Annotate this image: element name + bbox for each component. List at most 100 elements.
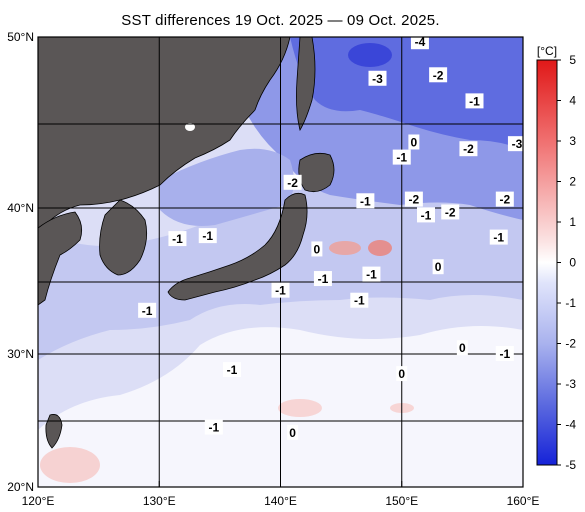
contour-label: 0 xyxy=(289,426,296,440)
contour-label: -1 xyxy=(360,194,371,208)
contour-label-bg xyxy=(465,93,484,109)
cold-eddy-1 xyxy=(329,241,361,255)
contour-label-bg xyxy=(495,346,514,361)
land-korea xyxy=(99,199,148,276)
colorbar-tick-label: -2 xyxy=(565,337,576,351)
contour-label: -1 xyxy=(275,284,286,298)
contour-label-bg xyxy=(138,302,157,318)
contour-label-bg xyxy=(410,34,429,50)
lat-tick-20: 20°N xyxy=(7,480,34,494)
contour-label: -1 xyxy=(499,347,510,361)
colorbar-tick-label: 1 xyxy=(569,215,576,229)
contour-labels: -4-3 -2-10-1-2 -3-2-1 -2 -2-1 -2-1-1 -100-1 -1-… xyxy=(138,34,526,440)
warm-patch-1 xyxy=(278,399,322,417)
contour-label: -1 xyxy=(493,231,504,245)
colorbar-tick-label: -3 xyxy=(565,377,576,391)
contour-label-bg xyxy=(459,141,478,157)
frame-ticks xyxy=(38,36,403,488)
ice-patch xyxy=(185,123,195,131)
contour-label: -1 xyxy=(142,304,153,318)
contour-label: -2 xyxy=(463,142,474,156)
contour-label-bg xyxy=(271,282,290,298)
contour-label: -1 xyxy=(172,232,183,246)
lon-tick-150: 150°E xyxy=(385,494,418,508)
contour-label-bg xyxy=(223,362,241,378)
land-asia xyxy=(38,37,291,229)
colorbar-tick-label: -5 xyxy=(565,458,576,472)
contour-label-bg xyxy=(356,193,375,209)
contour-label-bg xyxy=(429,67,448,83)
contour-label: -1 xyxy=(227,363,238,377)
contour-label: 0 xyxy=(398,367,405,381)
contour-label-bg xyxy=(287,424,299,440)
colorbar-tick-label: 5 xyxy=(569,53,576,67)
contour-label-bg xyxy=(417,207,435,223)
contour-label-bg xyxy=(350,292,369,308)
contour-label: -2 xyxy=(409,193,420,207)
contour-label: -3 xyxy=(372,72,383,86)
contour-label-bg xyxy=(489,229,508,245)
colorbar-ticks: 5 4 3 2 1 0 -1 -2 -3 -4 -5 xyxy=(557,53,576,472)
contour-label: 0 xyxy=(411,135,418,149)
land-hokkaido xyxy=(298,152,335,193)
contour-label-bg xyxy=(441,204,460,220)
contour-label: -1 xyxy=(396,151,407,165)
contour-label-bg xyxy=(392,149,411,165)
colorbar: [°C] 5 4 3 2 1 0 -1 -2 -3 -4 -5 xyxy=(536,44,576,472)
contour-label: -2 xyxy=(287,176,298,190)
colorbar-unit: [°C] xyxy=(537,44,557,58)
lat-tick-40: 40°N xyxy=(7,201,34,215)
contour-label: -2 xyxy=(433,68,444,82)
contour-label: -1 xyxy=(318,272,329,286)
colorbar-tick-label: -4 xyxy=(565,418,576,432)
lon-tick-160: 160°E xyxy=(507,494,540,508)
map-title: SST differences 19 Oct. 2025 — 09 Oct. 2… xyxy=(121,12,440,29)
colorbar-gradient xyxy=(536,59,558,466)
land-japan xyxy=(167,192,308,301)
lat-tick-30: 30°N xyxy=(7,347,34,361)
minus-three-zone xyxy=(290,37,523,150)
contour-label: 0 xyxy=(435,260,442,274)
colorbar-tick-label: 4 xyxy=(569,94,576,108)
contour-label: -1 xyxy=(354,294,365,308)
inland-sea-zone xyxy=(160,148,294,226)
contour-label-bg xyxy=(311,241,323,257)
colorbar-tick-label: 3 xyxy=(569,134,576,148)
lon-tick-120: 120°E xyxy=(22,494,55,508)
warm-patch-3 xyxy=(40,447,100,483)
contour-label: -1 xyxy=(469,94,480,108)
colorbar-tick-label: -1 xyxy=(565,296,576,310)
lat-tick-50: 50°N xyxy=(7,30,34,44)
colorbar-tick-label: 2 xyxy=(569,175,576,189)
contour-label-bg xyxy=(495,191,514,207)
contour-label-bg xyxy=(404,191,423,207)
contour-label-bg xyxy=(168,231,187,247)
contour-label: -3 xyxy=(512,137,523,151)
colorbar-tick-label: 0 xyxy=(569,256,576,270)
contour-label-bg xyxy=(204,419,223,435)
contour-label: -2 xyxy=(445,205,456,219)
cold-eddy-2 xyxy=(368,240,392,256)
lon-tick-130: 130°E xyxy=(143,494,176,508)
contour-label: -1 xyxy=(421,208,432,222)
land-sakhalin xyxy=(296,37,316,132)
contour-label: 0 xyxy=(459,341,466,355)
land-taiwan xyxy=(45,414,63,449)
contour-label-bg xyxy=(368,70,387,86)
contour-label: 0 xyxy=(314,242,321,256)
contour-label-bg xyxy=(396,366,408,382)
lon-tick-140: 140°E xyxy=(264,494,297,508)
contour-label-bg xyxy=(507,136,526,152)
contour-label: -4 xyxy=(415,35,426,49)
contour-label: -2 xyxy=(499,193,510,207)
contour-label-bg xyxy=(313,271,332,287)
contour-label-bg xyxy=(283,174,302,190)
contour-label-bg xyxy=(432,259,444,275)
contour-label-bg xyxy=(408,134,420,150)
contour-label: -1 xyxy=(202,229,213,243)
minus-four-patch xyxy=(348,43,392,67)
contour-label: -1 xyxy=(366,268,377,282)
contour-label: -1 xyxy=(208,421,219,435)
contour-label-bg xyxy=(198,228,217,244)
